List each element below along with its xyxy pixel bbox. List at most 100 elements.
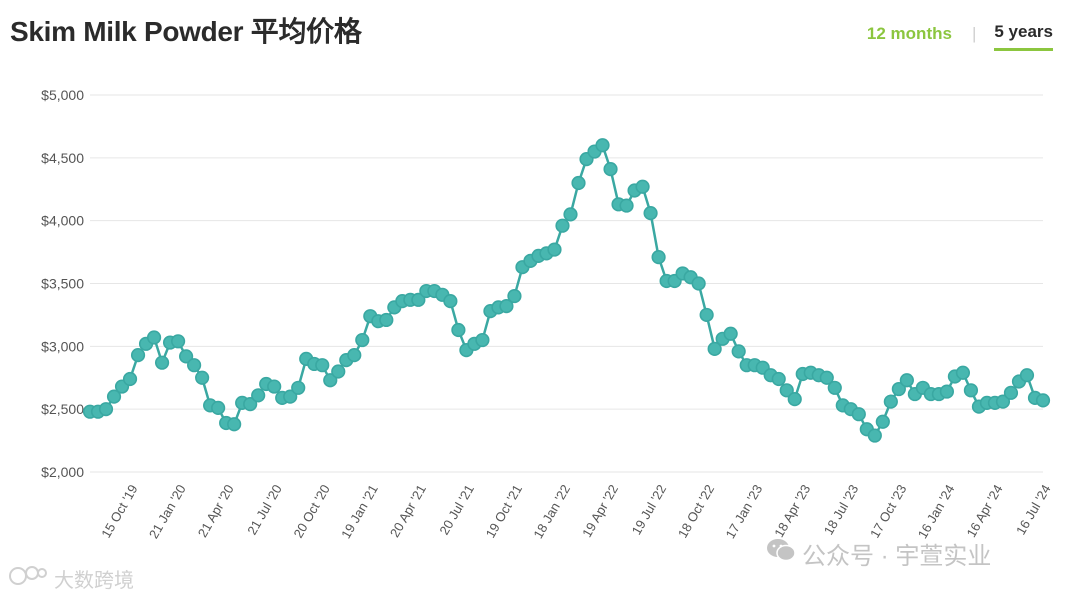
x-tick-label: 17 Jan '23	[723, 482, 766, 541]
tab-separator: |	[971, 23, 977, 43]
watermark-left-text: 大数跨境	[54, 569, 134, 592]
y-tick-label: $3,500	[41, 276, 84, 292]
y-tick-label: $5,000	[41, 87, 84, 103]
data-point	[955, 365, 971, 380]
data-point	[243, 397, 258, 412]
watermark-right-text: 公众号 · 宇萱实业	[802, 543, 992, 570]
data-point	[154, 355, 170, 370]
x-tick-label: 16 Apr '24	[963, 482, 1005, 540]
x-tick-label: 20 Jul '21	[436, 482, 477, 537]
data-point	[187, 358, 202, 373]
watermark-left: 大数跨境	[8, 563, 134, 593]
x-tick-label: 16 Jan '24	[915, 482, 958, 541]
x-tick-label: 16 Jul '24	[1013, 482, 1054, 537]
data-point	[563, 207, 578, 222]
data-point	[571, 175, 586, 191]
x-tick-label: 19 Jan '21	[338, 482, 381, 541]
data-point	[291, 380, 306, 395]
data-point	[643, 206, 658, 221]
data-point	[851, 407, 866, 422]
weibo-icon	[8, 563, 48, 593]
data-point	[595, 138, 610, 153]
data-point	[899, 373, 914, 388]
data-point	[315, 358, 330, 373]
data-point	[379, 312, 394, 328]
data-point	[963, 383, 979, 398]
tab-5-years[interactable]: 5 years	[994, 22, 1053, 51]
y-axis-ticks: $2,000 $2,500 $3,000 $3,500 $4,000 $4,500 $5,0…	[41, 87, 84, 480]
x-tick-label: 20 Apr '21	[387, 482, 429, 540]
data-point	[227, 417, 242, 432]
data-point	[731, 344, 746, 359]
data-point	[283, 389, 298, 404]
y-tick-label: $4,000	[41, 213, 84, 229]
data-point	[451, 322, 466, 338]
data-point	[251, 388, 266, 403]
x-tick-label: 21 Apr '20	[195, 482, 237, 540]
grid-lines	[90, 94, 1043, 473]
wechat-icon	[766, 537, 796, 570]
data-point	[939, 384, 954, 399]
data-point	[1019, 368, 1035, 383]
tab-12-months[interactable]: 12 months	[866, 23, 952, 43]
x-tick-label: 21 Jul '20	[244, 482, 285, 537]
data-point	[547, 242, 562, 257]
data-point	[211, 400, 226, 416]
page-title: Skim Milk Powder 平均价格	[10, 16, 362, 47]
data-point	[883, 394, 898, 409]
y-tick-label: $4,500	[41, 150, 84, 166]
y-tick-label: $3,000	[41, 338, 84, 354]
data-point	[106, 389, 122, 404]
data-point	[323, 373, 338, 388]
data-point	[603, 162, 618, 177]
data-point	[98, 402, 114, 417]
data-point	[331, 364, 346, 379]
data-point	[891, 381, 906, 397]
data-point	[691, 276, 706, 291]
data-point	[170, 334, 186, 349]
data-point	[771, 371, 786, 387]
data-point	[355, 332, 370, 348]
data-point	[995, 394, 1011, 409]
x-tick-label: 15 Oct '19	[98, 482, 140, 540]
data-point	[1035, 393, 1051, 408]
data-point	[787, 392, 802, 407]
data-point	[499, 299, 514, 314]
data-point	[507, 288, 522, 304]
data-point	[179, 349, 194, 364]
x-tick-label: 20 Oct '20	[290, 482, 332, 540]
data-point	[867, 428, 882, 443]
data-point	[122, 371, 138, 387]
data-point	[723, 326, 738, 341]
data-point	[875, 414, 890, 429]
data-point	[651, 250, 666, 265]
data-point	[827, 380, 842, 395]
data-point	[347, 348, 362, 363]
data-point	[699, 307, 714, 323]
x-tick-label: 18 Oct '22	[675, 482, 717, 540]
data-point	[619, 198, 634, 213]
data-point	[635, 179, 650, 194]
x-tick-label: 18 Apr '23	[771, 482, 813, 540]
x-tick-label: 19 Oct '21	[483, 482, 525, 540]
data-point	[195, 370, 210, 385]
x-tick-label: 17 Oct '23	[867, 482, 909, 540]
series-points	[82, 138, 1051, 443]
y-tick-label: $2,000	[41, 464, 84, 480]
data-point	[1003, 385, 1019, 400]
data-point	[146, 330, 162, 345]
time-range-tabs: 12 months | 5 years	[867, 22, 1053, 51]
y-tick-label: $2,500	[41, 401, 84, 417]
x-axis-ticks: 15 Oct '19 21 Jan '20 21 Apr '20 21 Jul '20…	[98, 482, 1053, 541]
data-point	[443, 293, 458, 309]
data-point	[411, 292, 426, 307]
x-tick-label: 19 Apr '22	[579, 482, 621, 540]
data-point	[475, 332, 490, 348]
data-point	[819, 370, 834, 385]
data-point	[707, 341, 722, 356]
data-point	[555, 218, 570, 233]
data-point	[267, 379, 282, 394]
x-tick-label: 19 Jul '22	[629, 482, 670, 537]
watermark-right: 公众号 · 宇萱实业	[766, 536, 991, 571]
